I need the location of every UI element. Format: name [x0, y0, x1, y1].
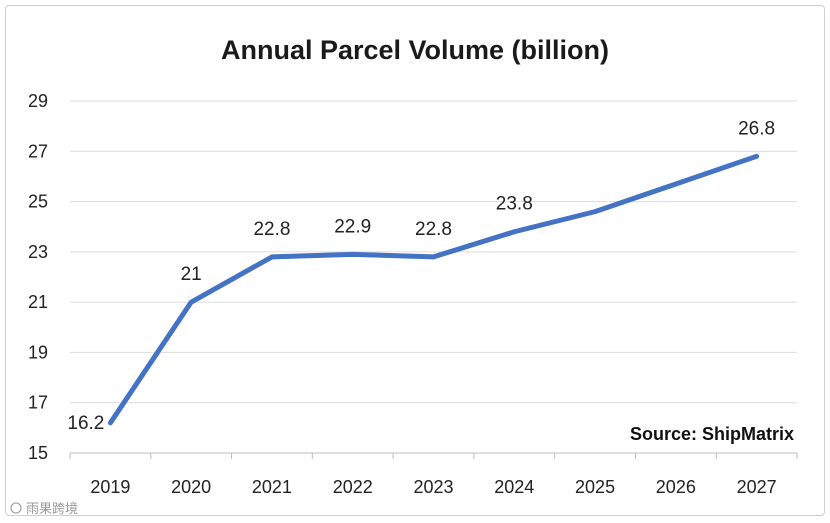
data-label: 22.8 — [253, 219, 290, 240]
source-annotation: Source: ShipMatrix — [630, 424, 794, 444]
data-label: 22.9 — [334, 216, 371, 237]
data-labels: 16.2 21 22.8 22.9 22.8 23.8 26.8 — [67, 118, 775, 434]
data-label: 16.2 — [67, 413, 104, 434]
x-tick-label: 2020 — [171, 477, 211, 497]
gridlines — [70, 100, 797, 404]
x-tick-label: 2021 — [252, 477, 292, 497]
watermark-logo-icon — [10, 502, 22, 514]
data-label: 21 — [181, 264, 202, 285]
y-tick-label: 23 — [28, 242, 48, 262]
y-tick-label: 19 — [28, 342, 48, 362]
watermark-text: 雨果跨境 — [26, 501, 78, 516]
x-tick-label: 2024 — [494, 477, 534, 497]
x-tick-label: 2026 — [656, 477, 696, 497]
y-axis-tick-labels: 15 17 19 21 23 25 27 29 — [28, 91, 48, 463]
watermark: 雨果跨境 — [10, 501, 78, 516]
y-tick-label: 17 — [28, 393, 48, 413]
y-tick-label: 25 — [28, 192, 48, 212]
y-tick-label: 27 — [28, 141, 48, 161]
x-tick-label: 2027 — [737, 477, 777, 497]
data-label: 23.8 — [496, 194, 533, 215]
y-tick-label: 15 — [28, 443, 48, 463]
chart-title: Annual Parcel Volume (billion) — [221, 35, 609, 65]
y-tick-label: 21 — [28, 292, 48, 312]
series-line-0 — [107, 153, 760, 426]
chart-frame — [5, 5, 825, 516]
x-tick-label: 2023 — [413, 477, 453, 497]
y-tick-label: 29 — [28, 91, 48, 111]
series-lines — [107, 153, 760, 426]
x-axis-tick-labels: 2019 2020 2021 2022 2023 2024 2025 2026 2027 — [90, 477, 776, 497]
x-tick-label: 2022 — [333, 477, 373, 497]
axes — [69, 452, 798, 459]
data-label: 26.8 — [738, 118, 775, 139]
x-tick-label: 2025 — [575, 477, 615, 497]
x-tick-label: 2019 — [90, 477, 130, 497]
data-label: 22.8 — [415, 219, 452, 240]
